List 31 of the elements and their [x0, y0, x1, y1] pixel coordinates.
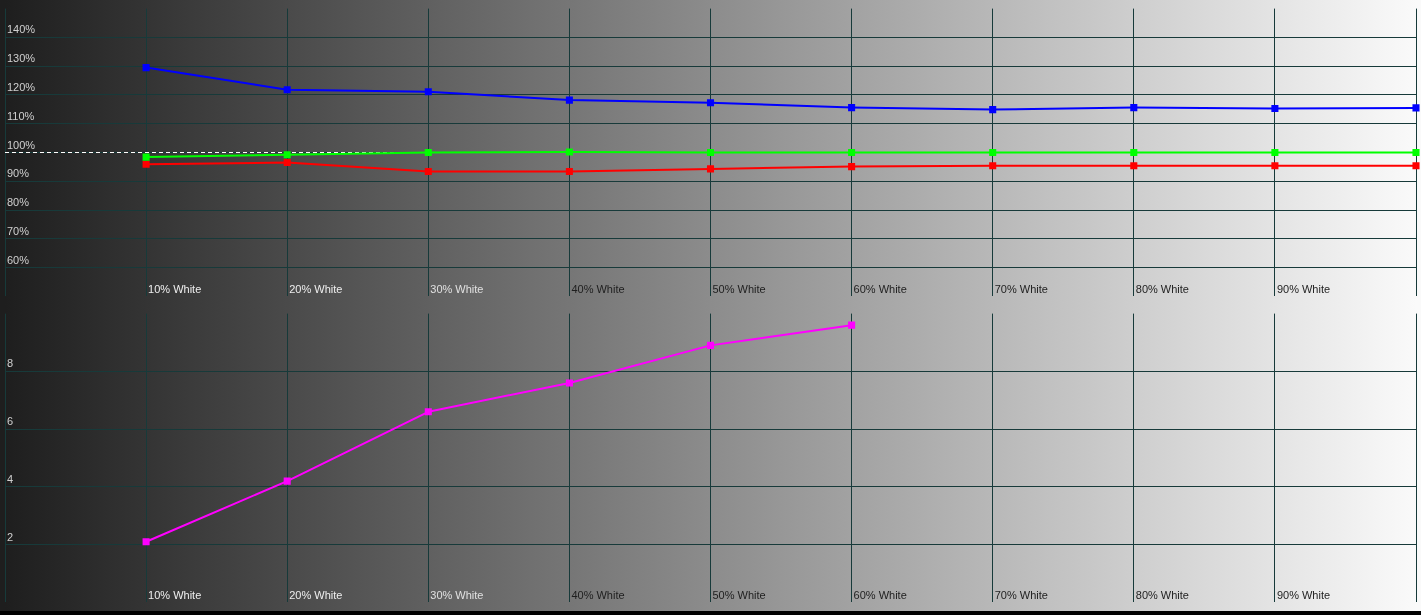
x-tick-label: 40% White — [571, 588, 625, 601]
y-tick-label: 110% — [7, 109, 35, 122]
y-tick-label: 90% — [7, 167, 30, 180]
x-tick-label: 60% White — [853, 588, 907, 601]
y-tick-label: 100% — [7, 138, 36, 151]
x-tick-label: 70% White — [994, 588, 1048, 601]
x-tick-label: 30% White — [430, 588, 484, 601]
x-tick-label: 20% White — [289, 282, 343, 295]
x-tick-label: 10% White — [148, 282, 202, 295]
y-tick-label: 140% — [7, 23, 36, 36]
y-tick-label: 130% — [7, 52, 36, 65]
x-tick-label: 90% White — [1276, 282, 1331, 295]
y-tick-label: 120% — [7, 80, 36, 93]
x-tick-label: 10% White — [148, 588, 202, 601]
x-tick-label: 40% White — [571, 282, 625, 295]
y-tick-label: 70% — [7, 224, 30, 237]
x-tick-label: 80% White — [1135, 588, 1189, 601]
y-tick-label: 4 — [7, 472, 14, 485]
y-tick-label: 2 — [7, 530, 14, 543]
x-tick-label: 70% White — [994, 282, 1048, 295]
x-tick-label: 90% White — [1276, 588, 1331, 601]
x-tick-label: 60% White — [853, 282, 907, 295]
y-tick-label: 6 — [7, 415, 14, 428]
x-tick-label: 30% White — [430, 282, 484, 295]
y-tick-label: 8 — [7, 357, 14, 370]
x-tick-label: 50% White — [712, 588, 766, 601]
x-tick-label: 80% White — [1135, 282, 1189, 295]
x-tick-label: 50% White — [712, 282, 766, 295]
y-tick-label: 60% — [7, 253, 30, 266]
y-tick-label: 80% — [7, 196, 30, 209]
x-tick-label: 20% White — [289, 588, 343, 601]
